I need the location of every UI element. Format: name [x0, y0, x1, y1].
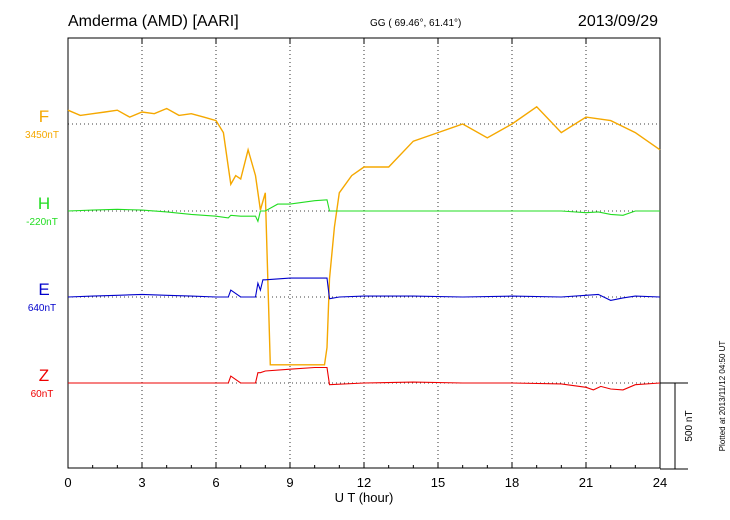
x-tick-label-6: 6 [212, 475, 219, 490]
x-tick-label-18: 18 [505, 475, 519, 490]
series-baseline-Z: 60nT [31, 389, 54, 400]
scale-bar-label: 500 nT [684, 410, 695, 441]
series-line-E [67, 277, 661, 301]
x-tick-label-15: 15 [431, 475, 445, 490]
geo-coords: GG ( 69.46°, 61.41°) [370, 18, 461, 29]
grid [141, 38, 587, 468]
series-baseline-F: 3450nT [25, 130, 59, 141]
series-name-F: F [39, 107, 49, 126]
series-name-H: H [38, 194, 50, 213]
series-name-Z: Z [39, 366, 49, 385]
x-tick-label-9: 9 [286, 475, 293, 490]
series-labels: F 3450nT H -220nT E 640nT Z 60nT [25, 107, 59, 400]
x-tick-label-21: 21 [579, 475, 593, 490]
date-label: 2013/09/29 [578, 13, 658, 30]
series-group [67, 105, 661, 391]
x-tick-label-12: 12 [357, 475, 371, 490]
x-tick-label-3: 3 [138, 475, 145, 490]
station-title: Amderma (AMD) [AARI] [68, 13, 239, 30]
series-baseline-E: 640nT [28, 303, 56, 314]
x-tick-label-0: 0 [64, 475, 71, 490]
x-axis-label: U T (hour) [335, 490, 394, 505]
series-name-E: E [38, 280, 49, 299]
x-ticks: 0 3 6 9 12 15 18 21 24 [64, 38, 667, 490]
plotted-timestamp: Plotted at 2013/11/12 04:50 UT [718, 341, 727, 452]
series-line-H [67, 199, 660, 223]
series-baseline-H: -220nT [26, 217, 58, 228]
x-tick-label-24: 24 [653, 475, 667, 490]
series-line-F [67, 105, 661, 366]
series-line-Z [68, 366, 661, 391]
